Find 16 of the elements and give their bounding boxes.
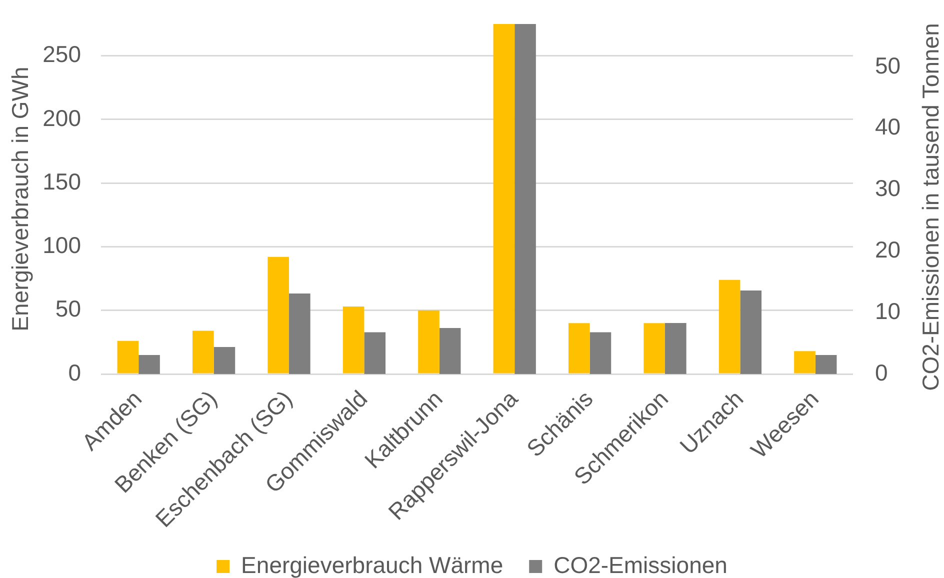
y2-tick-label: 40 — [875, 114, 901, 140]
y-tick-label: 250 — [42, 41, 81, 68]
y-tick-label: 150 — [42, 168, 81, 194]
y2-tick-label: 30 — [875, 175, 901, 202]
y2-tick-label: 50 — [875, 52, 901, 78]
legend-label: Energieverbrauch Wärme — [241, 552, 504, 578]
y-axis-title: Energieverbrauch in GWh — [7, 66, 34, 332]
y2-tick-label: 20 — [875, 236, 901, 263]
y-tick-label: 200 — [42, 104, 81, 131]
y2-tick-label: 0 — [875, 359, 888, 386]
y2-tick-label: 10 — [875, 298, 901, 324]
y2-axis-title: CO2-Emissionen in tausend Tonnen — [917, 23, 944, 391]
y-tick-label: 0 — [68, 359, 81, 386]
y-tick-label: 50 — [55, 296, 81, 322]
legend-label: CO2-Emissionen — [554, 552, 728, 578]
y-tick-label: 100 — [42, 232, 81, 258]
